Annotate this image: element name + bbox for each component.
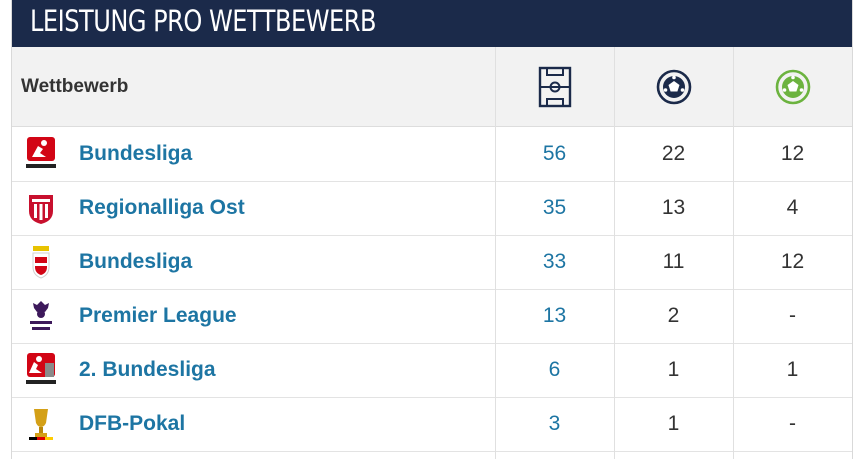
goals-value: 1 — [667, 358, 680, 381]
table-row: Regionalliga Ost 35 13 4 — [12, 181, 852, 236]
competition-link[interactable]: 2. Bundesliga — [79, 358, 216, 381]
column-header-competition[interactable]: Wettbewerb — [21, 76, 129, 97]
column-divider — [733, 47, 734, 459]
goals-value: 2 — [667, 304, 680, 327]
table-row: DFB-Pokal 3 1 - — [12, 397, 852, 452]
appearances-value[interactable]: 6 — [548, 358, 561, 381]
assists-value: - — [789, 304, 796, 327]
column-header-goals[interactable] — [614, 47, 733, 126]
column-header-appearances[interactable] — [495, 47, 614, 126]
assists-value: 1 — [786, 358, 799, 381]
appearances-value[interactable]: 56 — [542, 142, 567, 165]
appearances-value[interactable]: 33 — [542, 250, 567, 273]
assist-ball-icon — [775, 69, 810, 104]
goals-value: 13 — [661, 196, 686, 219]
table-header: Wettbewerb — [12, 47, 852, 127]
appearances-value[interactable]: 13 — [542, 304, 567, 327]
assists-value: 12 — [780, 250, 805, 273]
column-divider — [495, 47, 496, 459]
column-divider — [614, 47, 615, 459]
goals-value: 22 — [661, 142, 686, 165]
card-header: LEISTUNG PRO WETTBEWERB — [12, 0, 852, 47]
assists-value: 12 — [780, 142, 805, 165]
competition-stats-card: LEISTUNG PRO WETTBEWERB Wettbewerb — [12, 0, 852, 459]
pitch-icon — [538, 66, 571, 107]
austrian-bundesliga-logo — [32, 246, 50, 279]
goals-value: 1 — [667, 412, 680, 435]
dfb-pokal-logo — [29, 409, 53, 440]
card-title: LEISTUNG PRO WETTBEWERB — [30, 4, 376, 38]
column-header-assists[interactable] — [733, 47, 852, 126]
appearances-value[interactable]: 35 — [542, 196, 567, 219]
table-row: Bundesliga 56 22 12 — [12, 127, 852, 182]
table-row: 2. Bundesliga 6 1 1 — [12, 343, 852, 398]
premier-league-logo — [30, 301, 52, 330]
regionalliga-ost-logo — [29, 195, 53, 224]
competition-link[interactable]: Bundesliga — [79, 142, 193, 165]
football-icon — [656, 69, 691, 104]
goals-value: 11 — [662, 250, 685, 273]
bundesliga-logo — [26, 137, 56, 168]
2-bundesliga-logo — [26, 353, 56, 384]
competition-link[interactable]: Regionalliga Ost — [79, 196, 245, 219]
table-row: Premier League 13 2 - — [12, 289, 852, 344]
assists-value: 4 — [786, 196, 799, 219]
competition-link[interactable]: Premier League — [79, 304, 237, 327]
appearances-value[interactable]: 3 — [548, 412, 561, 435]
competition-link[interactable]: DFB-Pokal — [79, 412, 186, 435]
competition-link[interactable]: Bundesliga — [79, 250, 193, 273]
table-row: Bundesliga 33 11 12 — [12, 235, 852, 290]
assists-value: - — [789, 412, 796, 435]
